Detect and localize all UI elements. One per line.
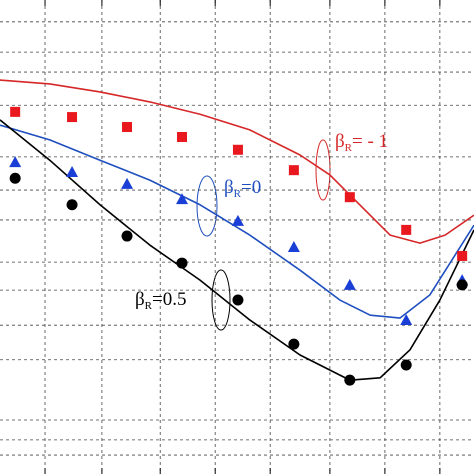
triangle-marker <box>66 166 79 178</box>
square-marker <box>122 122 133 133</box>
square-marker <box>288 165 299 176</box>
circle-marker <box>288 338 300 350</box>
triangle-marker <box>287 240 300 252</box>
triangle-marker <box>176 193 189 205</box>
annotation: βR= - 1 <box>335 131 388 154</box>
triangle-marker <box>9 156 22 168</box>
circle-marker <box>400 359 412 371</box>
square-marker <box>232 144 243 155</box>
circle-marker <box>456 279 468 291</box>
annotation-subscript: R <box>234 188 242 200</box>
blue-ellipse <box>196 175 218 237</box>
circle-marker <box>9 172 21 184</box>
curve <box>0 79 474 244</box>
circle-marker <box>121 230 133 242</box>
curve <box>0 119 474 381</box>
circle-marker <box>66 199 78 211</box>
annotation-symbol: β <box>224 177 234 198</box>
square-marker <box>10 106 21 117</box>
triangle-marker <box>121 177 134 189</box>
circle-marker <box>176 257 188 269</box>
annotation-symbol: β <box>335 131 345 152</box>
annotation: βR=0 <box>224 177 261 200</box>
circle-marker <box>232 294 244 306</box>
triangle-marker <box>231 214 244 226</box>
annotation-subscript: R <box>345 142 353 154</box>
square-marker <box>177 131 188 142</box>
triangle-marker <box>400 313 413 325</box>
annotation-symbol: β <box>135 289 145 310</box>
annotation-text: = - 1 <box>352 131 388 152</box>
annotation-subscript: R <box>145 300 153 312</box>
square-marker <box>457 250 468 261</box>
annotation: βR=0.5 <box>135 289 186 312</box>
curve <box>0 124 474 319</box>
circle-marker <box>344 374 356 386</box>
square-marker <box>401 224 412 235</box>
square-marker <box>67 112 78 123</box>
black-ellipse <box>211 269 231 331</box>
annotation-text: =0.5 <box>152 289 186 310</box>
square-marker <box>344 192 355 203</box>
triangle-marker <box>343 278 356 290</box>
annotation-text: =0 <box>241 177 261 198</box>
